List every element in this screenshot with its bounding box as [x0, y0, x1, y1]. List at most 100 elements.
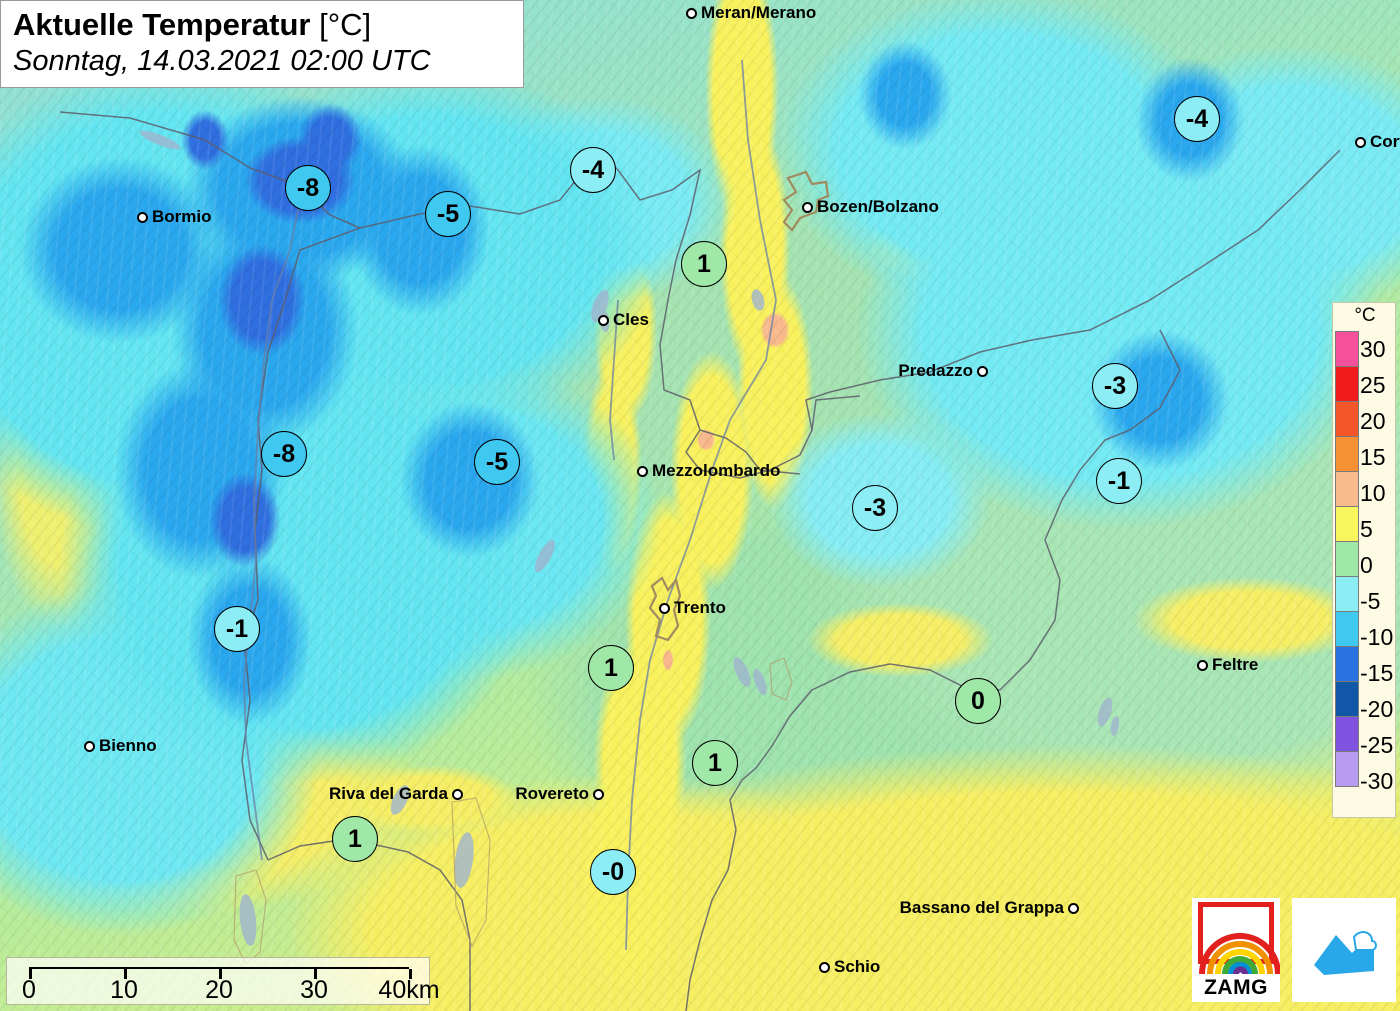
map-scale-bar: 0 10 20 30 40km: [6, 957, 440, 1005]
scale-label: 10: [110, 976, 138, 1004]
colorbar-tick: 20: [1360, 408, 1386, 434]
city-marker-icon: [1355, 136, 1366, 148]
city-name: Schio: [834, 957, 881, 976]
city-label: Bormio: [137, 207, 212, 227]
city-marker-icon: [593, 788, 604, 800]
scale-tick: [219, 969, 222, 979]
city-name: Bienno: [99, 736, 157, 755]
city-label: Riva del Garda: [329, 784, 463, 804]
rainbow-arcs-icon: [1199, 933, 1280, 975]
station-marker[interactable]: -1: [1096, 458, 1142, 504]
colorbar-unit-label: °C: [1354, 305, 1376, 326]
lakes: [139, 130, 1120, 946]
colorbar-band: [1335, 646, 1359, 682]
page-title: Aktuelle Temperatur [°C]: [13, 7, 513, 43]
city-name: Trento: [674, 598, 726, 617]
station-marker[interactable]: -8: [261, 431, 307, 477]
station-marker[interactable]: -8: [285, 165, 331, 211]
city-name: Cles: [613, 310, 649, 329]
colorbar-tick: 0: [1360, 552, 1373, 578]
station-marker[interactable]: 1: [588, 645, 634, 691]
zamg-rainbow-logo: ZAMG: [1192, 898, 1280, 1002]
mountain-cloud-icon: [1314, 931, 1377, 975]
city-marker-icon: [977, 365, 988, 377]
scale-label: 0: [22, 976, 36, 1004]
city-marker-icon: [686, 7, 697, 19]
colorbar-band: [1335, 471, 1359, 507]
city-label: Schio: [819, 957, 880, 977]
colorbar-band: [1335, 506, 1359, 542]
station-marker[interactable]: -3: [1092, 363, 1138, 409]
station-marker[interactable]: -1: [214, 606, 260, 652]
title-main-text: Aktuelle Temperatur: [13, 7, 311, 42]
colorbar-swatches: [1335, 331, 1359, 787]
zamg-wordmark: ZAMG: [1204, 976, 1268, 999]
blue-mountain-cloud-logo: [1292, 898, 1396, 1002]
station-marker[interactable]: -5: [425, 191, 471, 237]
colorbar-tick: -15: [1360, 660, 1394, 686]
station-marker[interactable]: -3: [852, 485, 898, 531]
city-label: Predazzo: [898, 361, 988, 381]
city-marker-icon: [1197, 659, 1208, 671]
city-marker-icon: [802, 201, 813, 213]
city-name: Riva del Garda: [328, 784, 448, 803]
city-marker-icon: [598, 314, 609, 326]
city-name: Predazzo: [898, 361, 973, 380]
station-marker[interactable]: 0: [955, 678, 1001, 724]
colorbar-band: [1335, 331, 1359, 367]
scale-label: 20: [205, 976, 233, 1004]
colorbar-tick: 10: [1360, 480, 1386, 506]
city-marker-icon: [84, 740, 95, 752]
station-marker[interactable]: 1: [692, 740, 738, 786]
city-name: Corti: [1370, 132, 1400, 151]
city-label: Mezzolombardo: [637, 461, 780, 481]
city-label: Bassano del Grappa: [900, 898, 1079, 918]
station-marker[interactable]: -4: [570, 147, 616, 193]
colorbar-tick: 25: [1360, 372, 1386, 398]
city-label: Meran/Merano: [686, 3, 816, 23]
colorbar-band: [1335, 751, 1359, 787]
urban-area-outlines: [648, 170, 830, 642]
colorbar-band: [1335, 366, 1359, 402]
city-marker-icon: [1068, 902, 1079, 914]
colorbar-tick: -30: [1360, 768, 1394, 794]
station-marker[interactable]: -4: [1174, 96, 1220, 142]
colorbar-band: [1335, 541, 1359, 577]
station-marker[interactable]: 1: [681, 241, 727, 287]
city-label: Cles: [598, 310, 649, 330]
city-name: Meran/Merano: [701, 3, 817, 22]
station-marker[interactable]: -0: [590, 849, 636, 895]
scale-tick: [314, 969, 317, 979]
city-name: Mezzolombardo: [652, 461, 781, 480]
scale-label: 40km: [378, 976, 440, 1004]
colorbar-band: [1335, 716, 1359, 752]
colorbar-band: [1335, 436, 1359, 472]
scale-tick: [409, 969, 412, 979]
colorbar-tick: 15: [1360, 444, 1386, 470]
city-name: Bormio: [152, 207, 212, 226]
colorbar-band: [1335, 576, 1359, 612]
page-subtitle: Sonntag, 14.03.2021 02:00 UTC: [13, 45, 431, 77]
scale-label: 30: [300, 976, 328, 1004]
city-name: Bozen/Bolzano: [817, 197, 939, 216]
rivers: [243, 59, 777, 951]
colorbar-tick: -20: [1360, 696, 1394, 722]
scale-tick: [124, 969, 127, 979]
colorbar-tick: 5: [1360, 516, 1373, 542]
city-name: Bassano del Grappa: [899, 898, 1064, 917]
city-name: Rovereto: [515, 784, 589, 803]
city-marker-icon: [137, 211, 148, 223]
colorbar-tick: -25: [1360, 732, 1394, 758]
city-label: Trento: [659, 598, 726, 618]
city-marker-icon: [637, 465, 648, 477]
hatched-urban-zones: [233, 657, 793, 965]
station-marker[interactable]: 1: [332, 816, 378, 862]
city-marker-icon: [819, 961, 830, 973]
city-label: Bozen/Bolzano: [802, 197, 939, 217]
colorbar-tick: -10: [1360, 624, 1394, 650]
station-marker[interactable]: -5: [474, 439, 520, 485]
colorbar-band: [1335, 611, 1359, 647]
city-label: Feltre: [1197, 655, 1258, 675]
